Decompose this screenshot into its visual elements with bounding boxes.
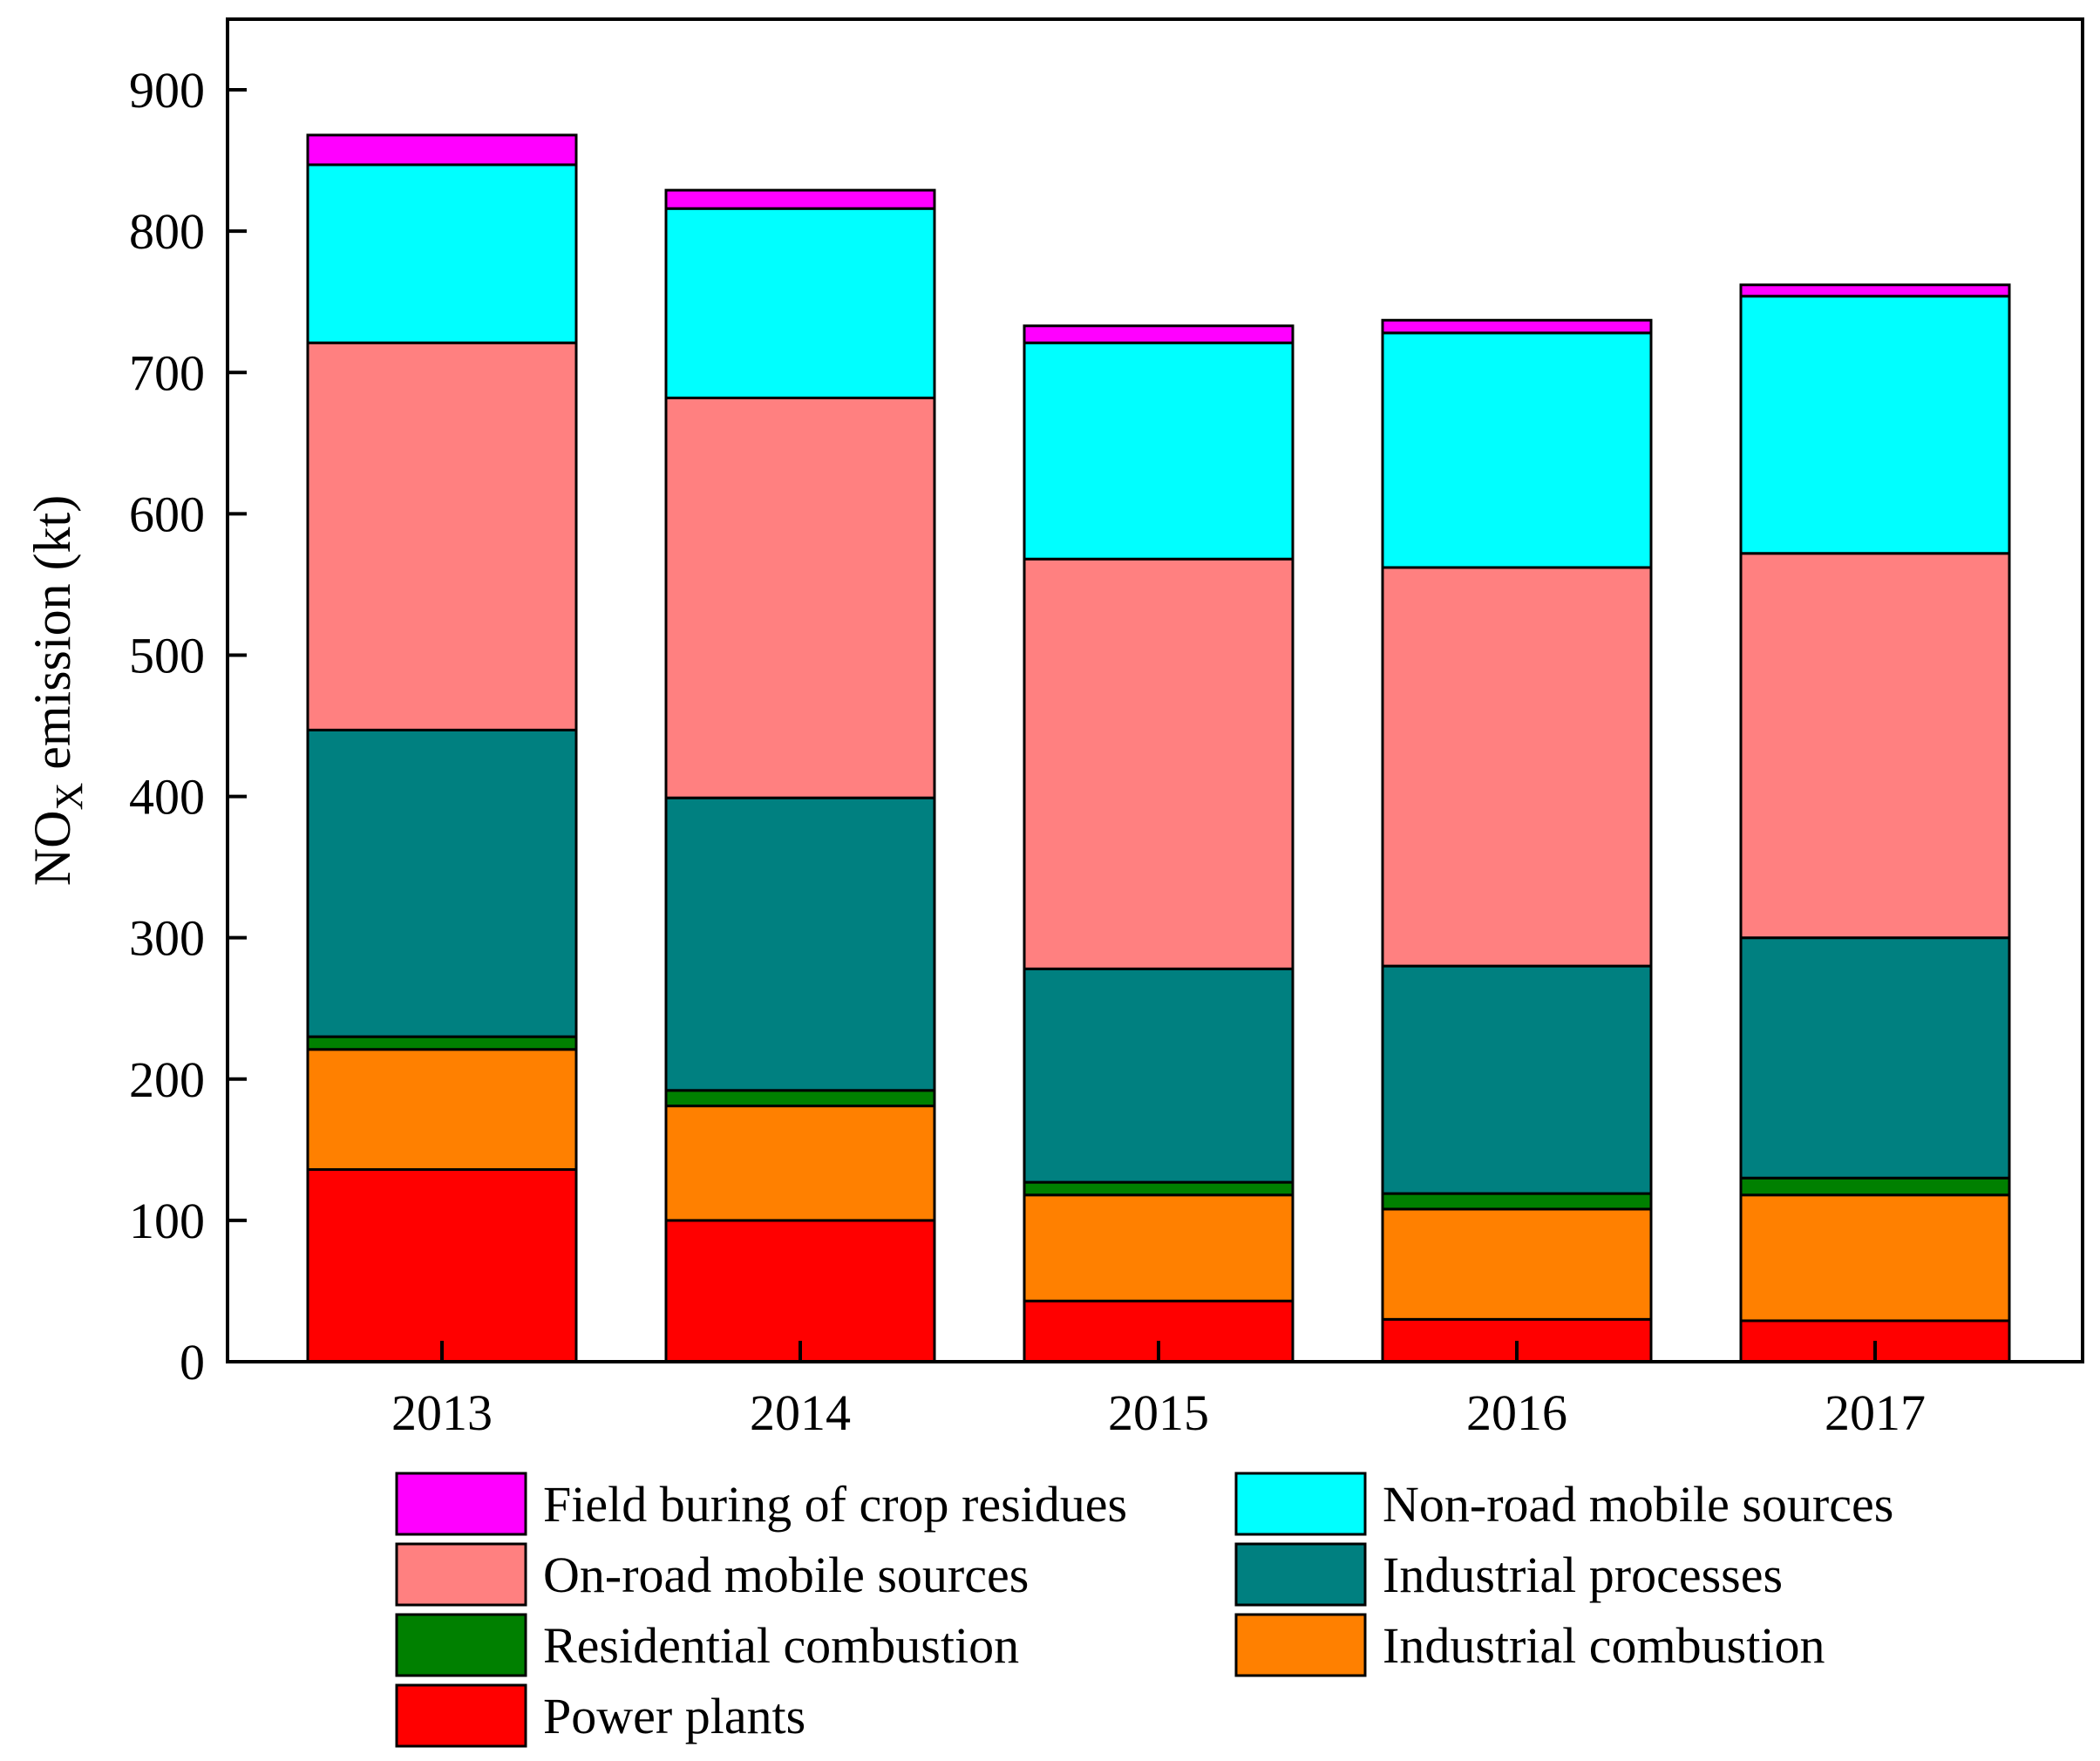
- bar-non-road-mobile-sources-2013: [306, 163, 578, 344]
- y-tick-label: 900: [129, 62, 205, 119]
- bar-field-buring-of-crop-residues-2015: [1023, 324, 1295, 344]
- bar-residential-combustion-2013: [306, 1035, 578, 1051]
- legend-label-on-road-mobile-sources: On-road mobile sources: [543, 1547, 1029, 1603]
- plot-frame: [226, 17, 2084, 1363]
- y-tick-label: 200: [129, 1051, 205, 1108]
- y-tick-label: 0: [180, 1334, 205, 1390]
- y-axis-title-base: NO: [24, 811, 81, 887]
- y-axis-title-rest: emission (kt): [24, 495, 81, 783]
- y-tick-label: 400: [129, 769, 205, 826]
- bar-industrial-processes-2015: [1023, 967, 1295, 1184]
- x-tick-label: 2016: [1466, 1384, 1567, 1441]
- legend-swatch-on-road-mobile-sources: [395, 1542, 527, 1607]
- y-axis-title: NOX emission (kt): [24, 495, 91, 886]
- bar-field-buring-of-crop-residues-2016: [1381, 318, 1653, 335]
- bar-industrial-combustion-2013: [306, 1048, 578, 1172]
- bar-industrial-processes-2014: [664, 796, 936, 1092]
- bar-non-road-mobile-sources-2014: [664, 207, 936, 399]
- bar-industrial-combustion-2017: [1739, 1193, 2011, 1322]
- bar-on-road-mobile-sources-2017: [1739, 552, 2011, 940]
- bar-industrial-combustion-2015: [1023, 1193, 1295, 1302]
- bar-industrial-combustion-2016: [1381, 1207, 1653, 1321]
- bar-on-road-mobile-sources-2016: [1381, 566, 1653, 968]
- y-axis: 0 100 200 300 400 500 600 700 800 900: [129, 62, 247, 1390]
- legend-label-non-road-mobile-sources: Non-road mobile sources: [1383, 1476, 1893, 1533]
- bar-power-plants-2014: [664, 1219, 936, 1363]
- x-tick-label: 2017: [1825, 1384, 1926, 1441]
- bar-industrial-processes-2017: [1739, 936, 2011, 1180]
- bar-field-buring-of-crop-residues-2017: [1739, 283, 2011, 298]
- bar-industrial-combustion-2014: [664, 1105, 936, 1222]
- legend-label-residential-combustion: Residential combustion: [543, 1617, 1019, 1674]
- bar-residential-combustion-2016: [1381, 1192, 1653, 1211]
- bar-non-road-mobile-sources-2017: [1739, 295, 2011, 555]
- legend-swatch-field-buring-of-crop-residues: [395, 1472, 527, 1536]
- legend-swatch-power-plants: [395, 1683, 527, 1748]
- x-tick-label: 2013: [391, 1384, 493, 1441]
- bar-residential-combustion-2015: [1023, 1180, 1295, 1197]
- x-tick-label: 2015: [1108, 1384, 1209, 1441]
- bar-residential-combustion-2014: [664, 1089, 936, 1108]
- bars-layer: [306, 133, 2011, 1363]
- y-tick-label: 600: [129, 486, 205, 542]
- legend-label-field-buring-of-crop-residues: Field buring of crop residues: [543, 1476, 1127, 1533]
- x-tick-label: 2014: [750, 1384, 851, 1441]
- bar-on-road-mobile-sources-2013: [306, 341, 578, 731]
- legend-swatch-industrial-combustion: [1234, 1613, 1367, 1677]
- y-tick-label: 700: [129, 344, 205, 401]
- legend-label-industrial-processes: Industrial processes: [1383, 1547, 1783, 1603]
- bar-industrial-processes-2013: [306, 728, 578, 1038]
- y-tick-label: 100: [129, 1193, 205, 1249]
- bar-residential-combustion-2017: [1739, 1176, 2011, 1197]
- y-tick-label: 500: [129, 627, 205, 683]
- bar-field-buring-of-crop-residues-2014: [664, 188, 936, 210]
- legend-swatch-industrial-processes: [1234, 1542, 1367, 1607]
- y-axis-title-subscript: X: [48, 783, 91, 811]
- x-axis: 2013 2014 2015 2016 2017: [391, 1341, 1926, 1441]
- y-tick-label: 300: [129, 910, 205, 967]
- bar-field-buring-of-crop-residues-2013: [306, 133, 578, 167]
- bar-non-road-mobile-sources-2015: [1023, 341, 1295, 561]
- y-tick-label: 800: [129, 203, 205, 260]
- bar-on-road-mobile-sources-2015: [1023, 557, 1295, 970]
- legend-label-power-plants: Power plants: [543, 1688, 805, 1744]
- legend: Field buring of crop residues Non-road mo…: [395, 1472, 1893, 1748]
- bar-on-road-mobile-sources-2014: [664, 396, 936, 799]
- axes-layer: [226, 17, 2084, 1363]
- legend-swatch-residential-combustion: [395, 1613, 527, 1677]
- bar-industrial-processes-2016: [1381, 964, 1653, 1195]
- bar-power-plants-2013: [306, 1168, 578, 1363]
- legend-swatch-non-road-mobile-sources: [1234, 1472, 1367, 1536]
- legend-label-industrial-combustion: Industrial combustion: [1383, 1617, 1825, 1674]
- bar-non-road-mobile-sources-2016: [1381, 331, 1653, 569]
